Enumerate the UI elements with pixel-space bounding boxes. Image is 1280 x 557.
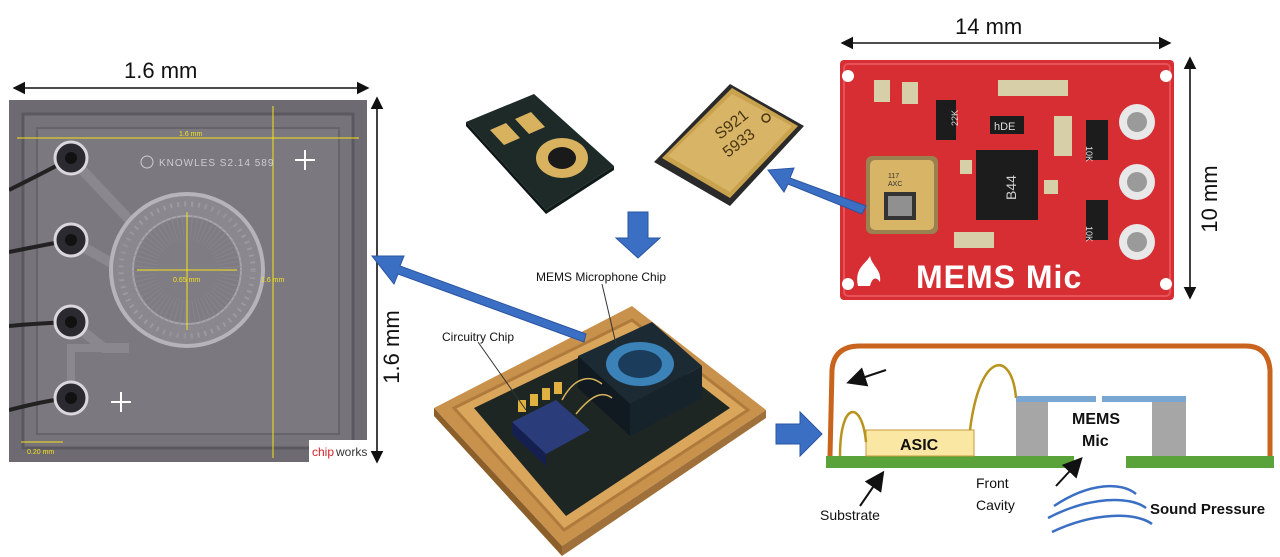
board-width-label: 14 mm	[955, 14, 1023, 39]
board-part-22k: 22K	[950, 110, 960, 126]
board-title: MEMS Mic	[916, 259, 1082, 295]
mems-mic-label-2: Mic	[1082, 433, 1109, 450]
circuitry-chip-label: Circuitry Chip	[442, 330, 515, 344]
mems-mic-board: 117 AXC B44 hDE 22K 10K 10K MEMS Mic	[840, 60, 1174, 300]
package-top-view: S921 5933	[654, 84, 804, 206]
board-mic-text-1: 117	[888, 173, 899, 180]
board-ic-label: B44	[1003, 175, 1019, 200]
overlay-diaphragm: 0.65 mm	[173, 277, 200, 284]
board-part-hde: hDE	[994, 121, 1015, 133]
watermark-works: works	[335, 445, 367, 459]
board-part-10k-a: 10K	[1084, 146, 1094, 162]
mems-mic-label-1: MEMS	[1072, 411, 1120, 428]
board-dimension-arrows	[840, 36, 1197, 300]
mems-chip-label: MEMS Microphone Chip	[536, 270, 667, 284]
front-cavity-label-2: Cavity	[976, 497, 1015, 513]
die-marking: KNOWLES S2.14 589	[159, 158, 274, 169]
substrate-label: Substrate	[820, 507, 880, 523]
asic-label: ASIC	[900, 437, 939, 454]
arrow-down	[614, 211, 662, 259]
arrow-to-die-photo	[370, 255, 587, 343]
die-width-label: 1.6 mm	[124, 58, 198, 83]
watermark-chip: chip	[312, 445, 334, 459]
arrow-to-package	[767, 167, 867, 215]
scale-bar-label: 0.20 mm	[27, 449, 54, 456]
die-dimension-arrows	[12, 81, 384, 464]
board-mic-text-2: AXC	[888, 181, 902, 188]
package-bottom-view	[466, 94, 614, 214]
front-cavity-label-1: Front	[976, 475, 1009, 491]
overlay-width: 1.6 mm	[179, 131, 203, 138]
board-part-10k-b: 10K	[1084, 226, 1094, 242]
mems-cutaway-illustration	[434, 284, 766, 556]
sound-pressure-label: Sound Pressure	[1150, 501, 1265, 518]
overlay-height: 1.6 mm	[261, 277, 285, 284]
arrow-right	[775, 410, 823, 458]
die-photo: 1.6 mm 1.6 mm 0.65 mm 0.20 mm KNOWLES S2…	[9, 100, 367, 462]
mems-cross-section: Back Cavity ASIC MEMS Mic Front Cavity S…	[820, 343, 1274, 534]
